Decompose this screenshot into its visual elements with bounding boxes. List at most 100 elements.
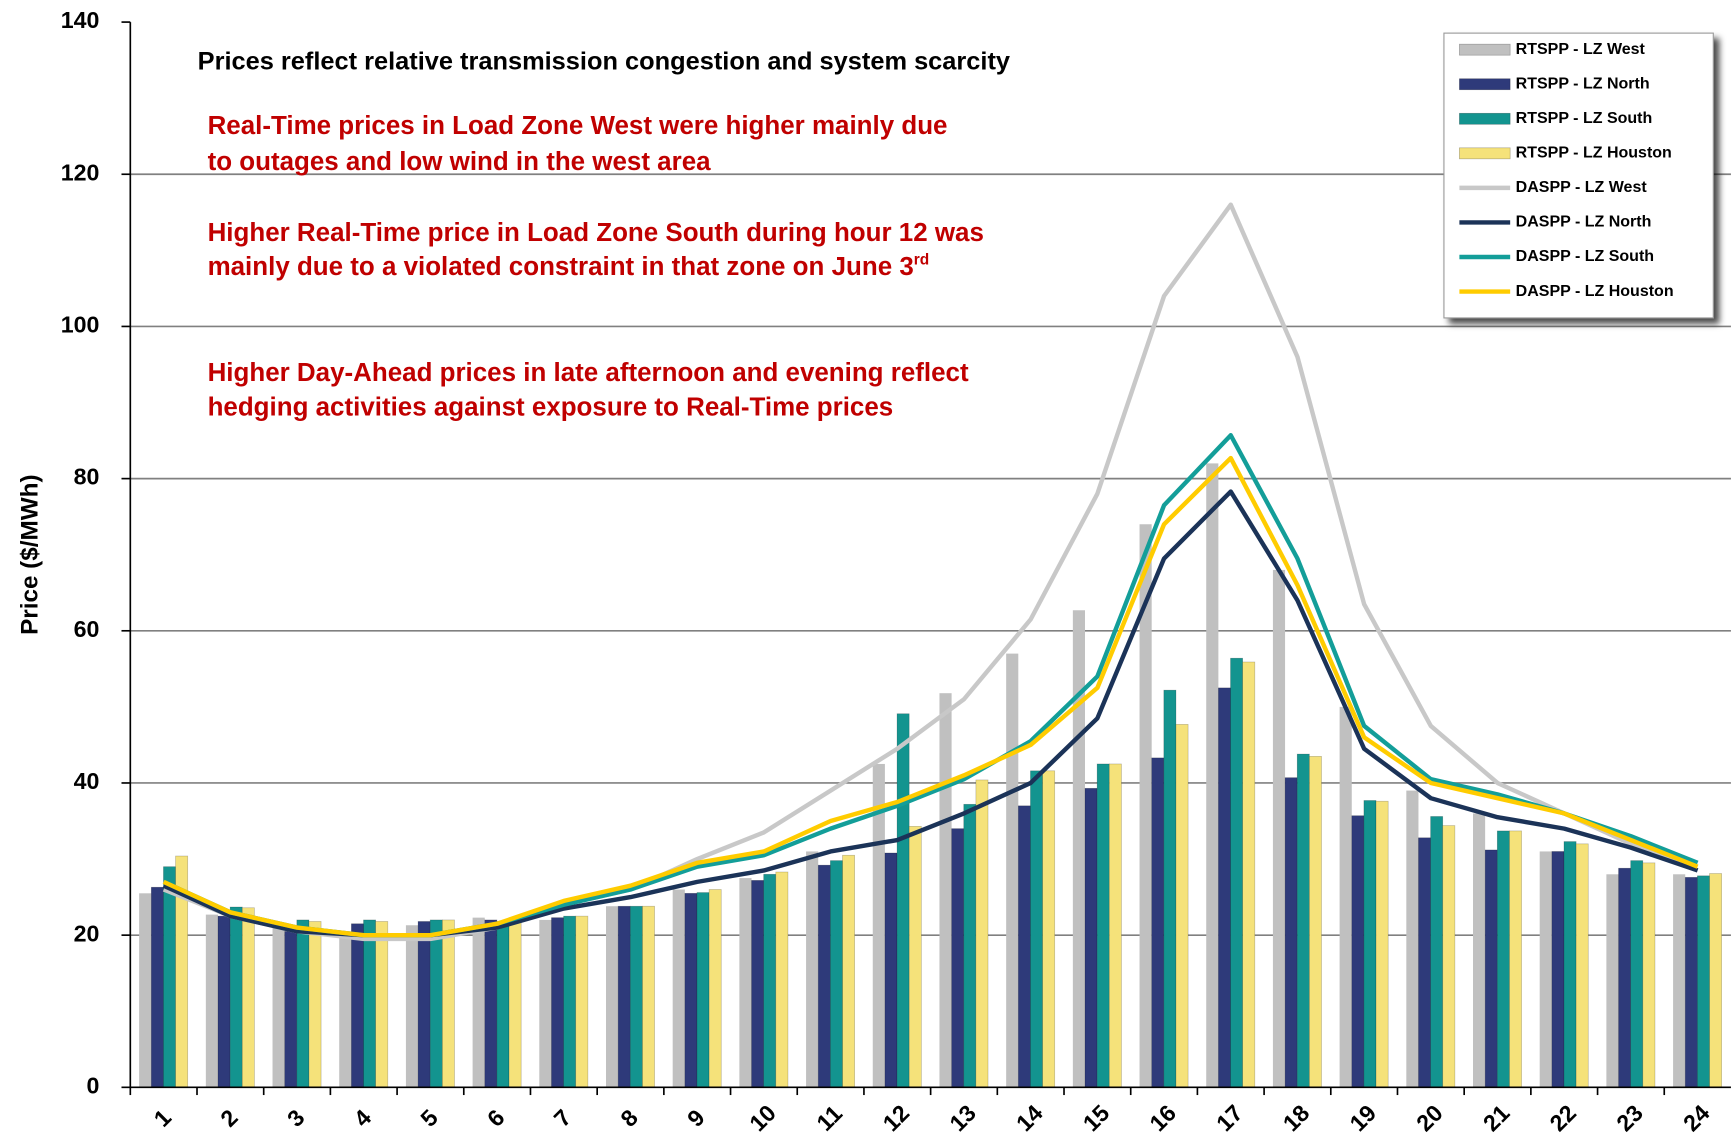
annotation: hedging activities against exposure to R… [208,393,894,421]
bar [1284,777,1298,1088]
bar [1206,463,1219,1088]
bar [763,873,777,1088]
bar [1418,837,1431,1088]
bar [1242,661,1256,1088]
bar [363,919,376,1088]
bar [417,921,431,1088]
bar [339,931,352,1088]
bar [296,919,310,1088]
x-tick-label: 2 [215,1104,242,1131]
bar [975,779,989,1088]
bar [684,892,698,1088]
bar [1296,753,1310,1088]
bar [1697,875,1710,1088]
bar [1108,763,1122,1088]
bar [1139,524,1152,1088]
bar [951,828,965,1088]
bar [351,923,364,1088]
bar [1339,706,1352,1088]
annotations: Prices reflect relative transmission con… [198,48,1010,422]
bar [1351,815,1365,1088]
bar [1673,874,1686,1088]
legend-swatch [1459,147,1511,160]
bar [1230,657,1243,1088]
y-tick-label: 40 [74,768,100,794]
x-tick-label: 21 [1478,1100,1515,1137]
bar [1618,867,1632,1088]
x-tick-label: 10 [744,1100,781,1137]
bar [1442,825,1456,1088]
bar [575,915,589,1088]
line [162,202,1699,942]
bar [629,905,643,1088]
y-axis-label: Price ($/MWh) [16,474,43,634]
annotation: Higher Real-Time price in Load Zone Sout… [208,219,984,247]
bar [1006,653,1019,1088]
bar [205,914,218,1088]
legend-label: DASPP - LZ North [1516,214,1652,231]
x-tick-label: 24 [1678,1100,1715,1137]
bar [842,854,855,1088]
bar [1430,816,1444,1088]
bar [1175,724,1189,1088]
x-tick-label: 15 [1078,1100,1115,1137]
x-tick-label: 8 [615,1104,643,1132]
bar [1575,843,1589,1088]
bar [472,917,485,1088]
annotation: Higher Day-Ahead prices in late afternoo… [208,359,969,387]
legend-label: RTSPP - LZ Houston [1516,145,1672,162]
x-tick-label: 5 [415,1104,443,1132]
bar [1375,800,1389,1088]
y-tick-label: 120 [61,159,100,185]
x-tick-label: 20 [1411,1100,1448,1137]
legend-label: DASPP - LZ West [1516,179,1648,196]
x-tick-label: 13 [944,1100,981,1137]
bar [605,906,619,1088]
bar [1539,851,1552,1088]
bar [375,921,389,1088]
bar [1509,830,1522,1088]
bar [617,905,631,1088]
bar [484,919,498,1088]
bar [1017,805,1031,1088]
legend-label: RTSPP - LZ North [1516,75,1650,92]
x-tick-label: 19 [1345,1100,1382,1137]
x-tick-label: 16 [1144,1100,1181,1137]
y-tick-label: 140 [61,7,100,33]
grid [130,173,1731,936]
bar [1551,851,1565,1088]
line [162,489,1699,938]
legend-label: RTSPP - LZ West [1516,41,1646,58]
bar [139,893,152,1088]
bar [908,826,922,1088]
bar [496,921,510,1088]
bar [1272,569,1286,1088]
bar [1406,790,1419,1088]
bar [1630,860,1644,1088]
y-tick-label: 60 [74,616,100,642]
annotation: mainly due to a violated constraint in t… [208,252,930,282]
superscript: rd [914,252,929,269]
bar [806,851,819,1088]
y-tick-label: 100 [61,312,100,338]
bar [830,860,843,1088]
annotation: Real-Time prices in Load Zone West were … [208,112,948,140]
bar [1309,756,1322,1088]
bar [1072,610,1085,1088]
bar [229,906,243,1088]
legend: RTSPP - LZ West RTSPP - LZ North RTSPP - L… [1443,32,1714,319]
legend-swatch [1459,43,1511,56]
bar [284,931,298,1088]
bar [1096,763,1110,1088]
subtitle: Prices reflect relative transmission con… [198,48,1010,76]
legend-label: DASPP - LZ South [1516,248,1654,265]
bar [1563,841,1577,1088]
legend-swatch [1459,78,1511,91]
bar [817,864,831,1088]
bar [642,905,655,1088]
bar [1709,873,1722,1088]
line [162,433,1699,938]
bar [308,921,322,1088]
x-tick-label: 7 [549,1104,576,1131]
